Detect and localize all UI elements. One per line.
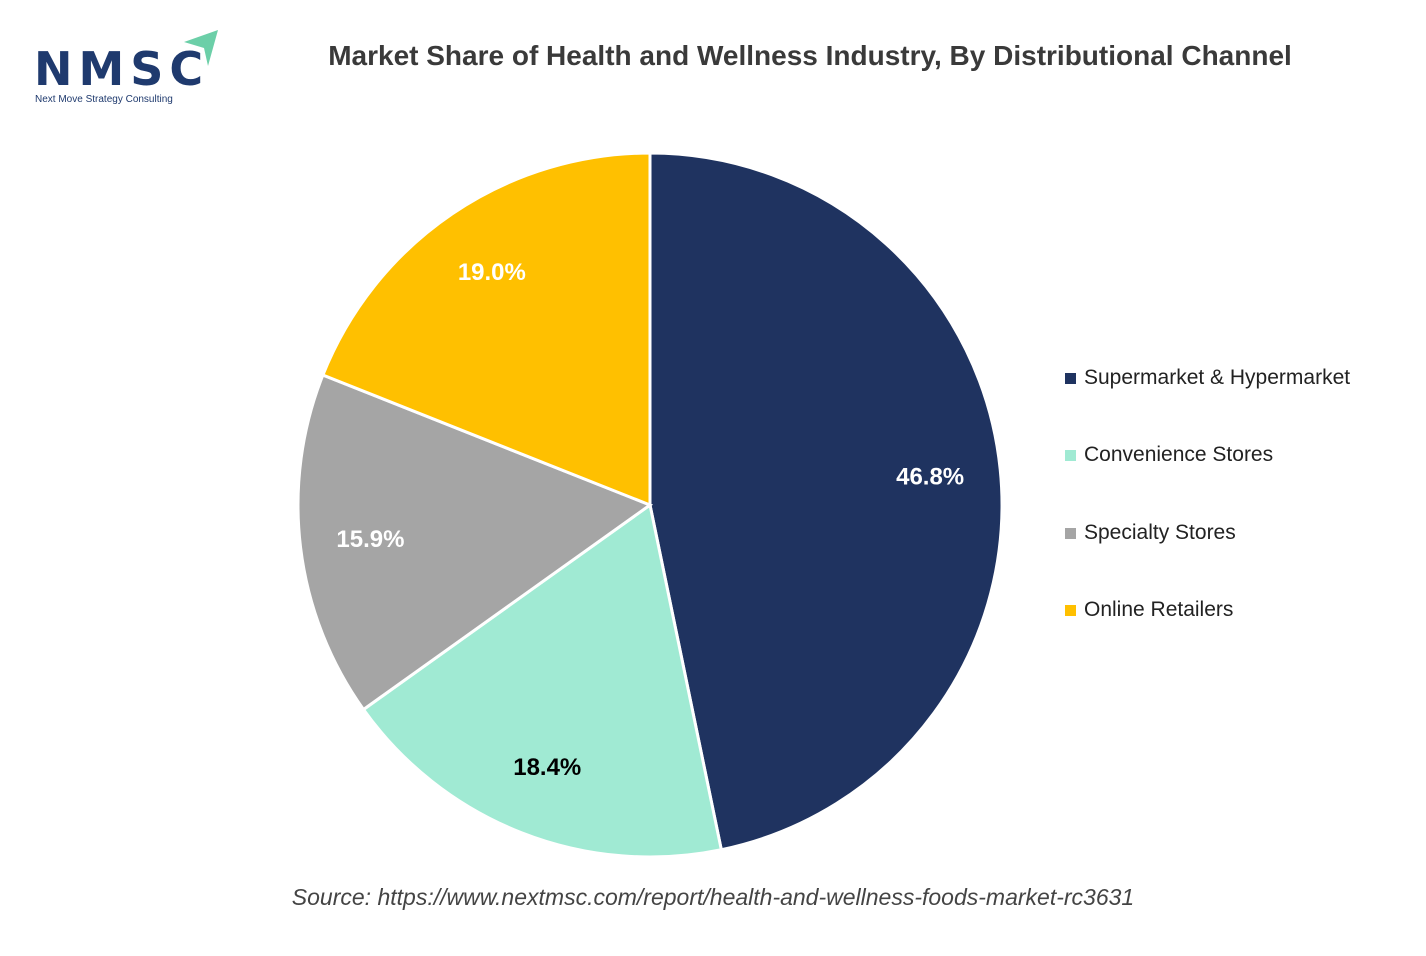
chart-title: Market Share of Health and Wellness Indu… <box>328 40 1292 71</box>
arrow-logo-icon <box>184 30 218 66</box>
legend-label: Supermarket & Hypermarket <box>1084 366 1351 389</box>
legend-swatch <box>1065 604 1076 616</box>
logo-text: NMSC <box>34 42 210 96</box>
pie-slice-1 <box>648 151 1004 852</box>
legend-item: Online Retailers <box>1065 597 1233 623</box>
logo-subtitle: Next Move Strategy Consulting <box>35 94 173 105</box>
pie-slice-2 <box>361 502 724 859</box>
data-label-2: 18.4% <box>513 754 581 781</box>
legend-label: Specialty Stores <box>1084 521 1236 544</box>
legend-label: Online Retailers <box>1084 598 1234 621</box>
data-label-1: 46.8% <box>896 463 964 490</box>
nmsc-logo: NMSC Next Move Strategy Consulting <box>30 28 230 110</box>
pie-slice-4 <box>320 151 652 508</box>
legend-item: Specialty Stores <box>1065 520 1236 546</box>
legend-item: Convenience Stores <box>1065 442 1273 468</box>
legend-swatch <box>1065 372 1076 384</box>
legend-item: Supermarket & Hypermarket <box>1065 365 1350 391</box>
source-note: Source: https://www.nextmsc.com/report/h… <box>291 884 1135 910</box>
legend-label: Convenience Stores <box>1084 443 1274 466</box>
data-label-3: 15.9% <box>336 526 404 553</box>
legend-swatch <box>1065 527 1076 539</box>
pie-slice-3 <box>296 373 654 712</box>
legend-swatch <box>1065 449 1076 461</box>
data-label-4: 19.0% <box>458 259 526 286</box>
